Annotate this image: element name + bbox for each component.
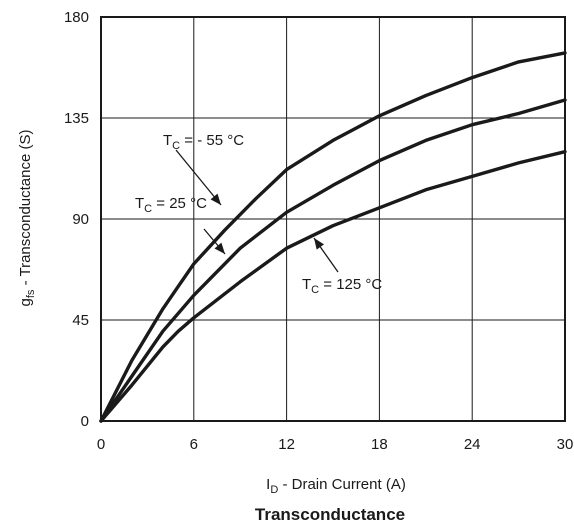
y-axis-label: gfs - Transconductance (S) [17,130,37,307]
series-label: TC = - 55 °C [163,132,244,152]
curves [99,51,567,423]
y-tick-label: 135 [64,110,89,127]
curve-minus-55c [99,51,567,423]
x-tick-label: 0 [97,436,105,453]
y-tick-labels: 0 45 90 135 180 [64,9,89,430]
curve-125c [99,150,567,423]
y-tick-label: 0 [81,413,89,430]
x-tick-label: 24 [464,436,481,453]
x-tick-label: 12 [278,436,295,453]
grid [101,17,565,421]
annotations: TC = - 55 °C TC = 25 °C TC = 125 °C [135,132,382,296]
y-tick-label: 90 [72,211,89,228]
x-axis-label: ID - Drain Current (A) [266,476,406,496]
leader-line [175,149,222,206]
y-tick-label: 180 [64,9,89,26]
series-label: TC = 125 °C [302,276,382,296]
series-label: TC = 25 °C [135,195,207,215]
chart-title: Transconductance [255,505,405,524]
x-tick-label: 6 [190,436,198,453]
arrowhead [214,242,225,254]
arrowhead [314,238,325,250]
curve-25c [99,98,567,423]
x-tick-label: 30 [557,436,574,453]
plot-frame [100,16,566,422]
y-tick-label: 45 [72,312,89,329]
x-tick-labels: 0 6 12 18 24 30 [97,436,574,453]
x-tick-label: 18 [371,436,388,453]
arrowhead [210,193,221,205]
